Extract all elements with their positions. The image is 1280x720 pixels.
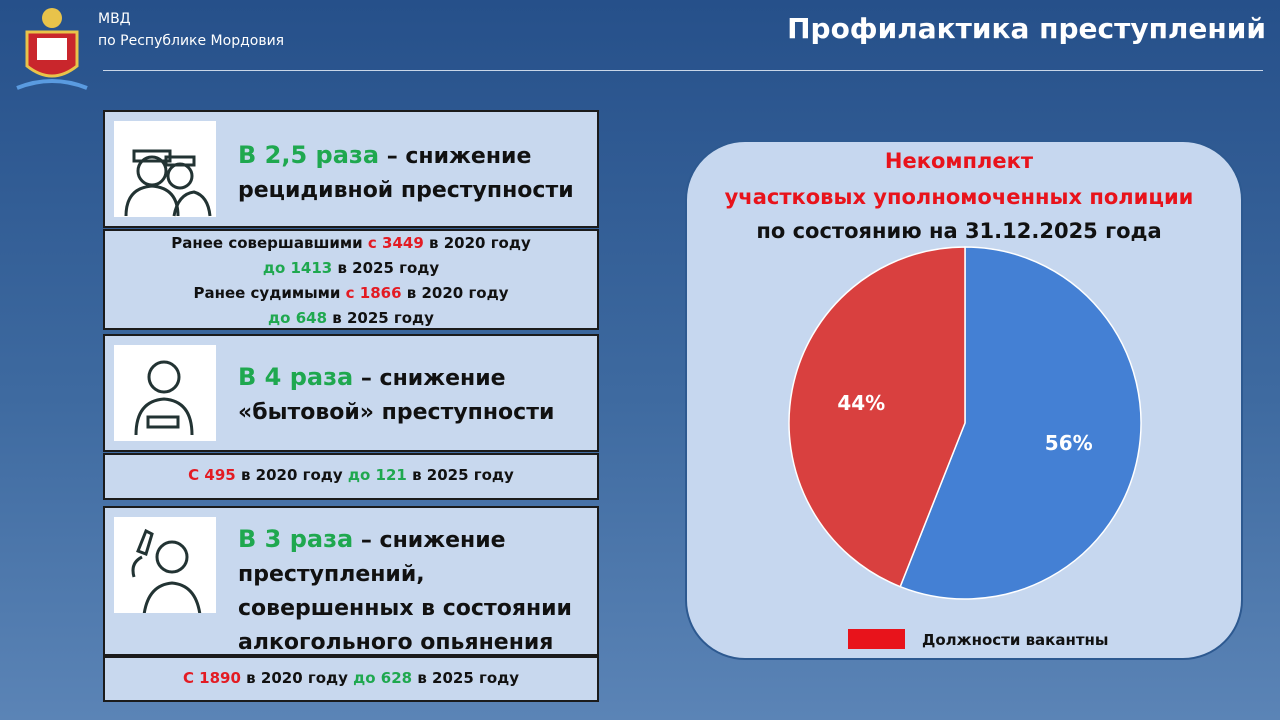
panel-head: В 2,5 раза – снижение рецидивной преступ… <box>103 110 599 228</box>
logo <box>16 8 88 90</box>
headline-text: – снижение преступлений, совершенных в с… <box>238 528 572 655</box>
detail-run: с 1866 <box>345 284 402 302</box>
legend-swatch <box>848 629 905 649</box>
detail-run: в 2025 году <box>337 259 440 277</box>
accent: В 2,5 раза <box>238 141 380 169</box>
slice-label: 44% <box>837 391 885 415</box>
detail-run: С 1890 <box>182 669 241 687</box>
details: С 495 в 2020 году до 121 в 2025 году <box>103 453 599 500</box>
details: С 1890 в 2020 году до 628 в 2025 году <box>103 656 599 702</box>
detail-run: в 2020 году <box>406 284 509 302</box>
chart-title: Некомплект <box>885 149 1034 173</box>
detail-line: до 1413 в 2025 году <box>105 256 597 281</box>
detail-run: в 2025 году <box>332 309 434 327</box>
detail-run: в 2025 году <box>412 466 514 484</box>
header-rule <box>103 70 1263 71</box>
panel-head: В 3 раза – снижение преступлений, соверш… <box>103 506 599 656</box>
icon-art <box>131 528 202 616</box>
headline: В 4 раза – снижение «бытовой» преступнос… <box>238 360 588 430</box>
chart-title: участковых уполномоченных полиции <box>725 185 1194 209</box>
icon-art <box>134 360 194 436</box>
detail-run: Ранее совершавшими <box>171 234 363 252</box>
detail-run: Ранее судимыми <box>193 284 341 302</box>
pie-slice <box>899 246 1142 600</box>
detail-run: С 495 <box>188 466 236 484</box>
detail-run: в 2020 году <box>240 466 343 484</box>
org-name: МВД <box>98 11 131 27</box>
headline: В 3 раза – снижение преступлений, соверш… <box>238 522 588 660</box>
headline: В 2,5 раза – снижение рецидивной преступ… <box>238 138 588 208</box>
slide-title: Профилактика преступлений <box>787 12 1266 45</box>
detail-line: С 1890 в 2020 году до 628 в 2025 году <box>105 666 597 691</box>
org-region: по Республике Мордовия <box>98 33 285 49</box>
panel-head: В 4 раза – снижение «бытовой» преступнос… <box>103 334 599 452</box>
detail-run: до 1413 <box>262 259 333 277</box>
details: Ранее совершавшими с 3449 в 2020 году до … <box>103 229 599 330</box>
detail-line: С 495 в 2020 году до 121 в 2025 году <box>105 463 597 488</box>
detail-run: до 648 <box>268 309 327 327</box>
detail-run: до 628 <box>353 669 413 687</box>
accent: В 4 раза <box>238 363 354 391</box>
pie-slice <box>788 246 966 588</box>
icon <box>114 517 216 616</box>
detail-run: в 2020 году <box>429 234 531 252</box>
legend-label: Должности вакантны <box>922 631 1108 649</box>
headline-text: – снижение «бытовой» преступности <box>238 366 555 425</box>
icon-art <box>124 149 212 217</box>
detail-line: до 648 в 2025 году <box>105 306 597 331</box>
icon <box>114 121 216 217</box>
detail-run: до 121 <box>347 466 407 484</box>
pie-chart: Некомплект участковых уполномоченных поли… <box>725 149 1194 649</box>
detail-run: с 3449 <box>367 234 424 252</box>
detail-run: в 2020 году <box>246 669 348 687</box>
detail-line: Ранее совершавшими с 3449 в 2020 году <box>105 231 597 256</box>
icon <box>114 345 216 441</box>
detail-run: в 2025 году <box>417 669 520 687</box>
headline-text: – снижение рецидивной преступности <box>238 144 574 203</box>
slice-label: 56% <box>1045 431 1093 455</box>
org: МВД по Республике Мордовия <box>98 8 284 52</box>
detail-line: Ранее судимыми с 1866 в 2020 году <box>105 281 597 306</box>
accent: В 3 раза <box>238 525 354 553</box>
chart-subtitle: по состоянию на 31.12.2025 года <box>756 219 1161 243</box>
